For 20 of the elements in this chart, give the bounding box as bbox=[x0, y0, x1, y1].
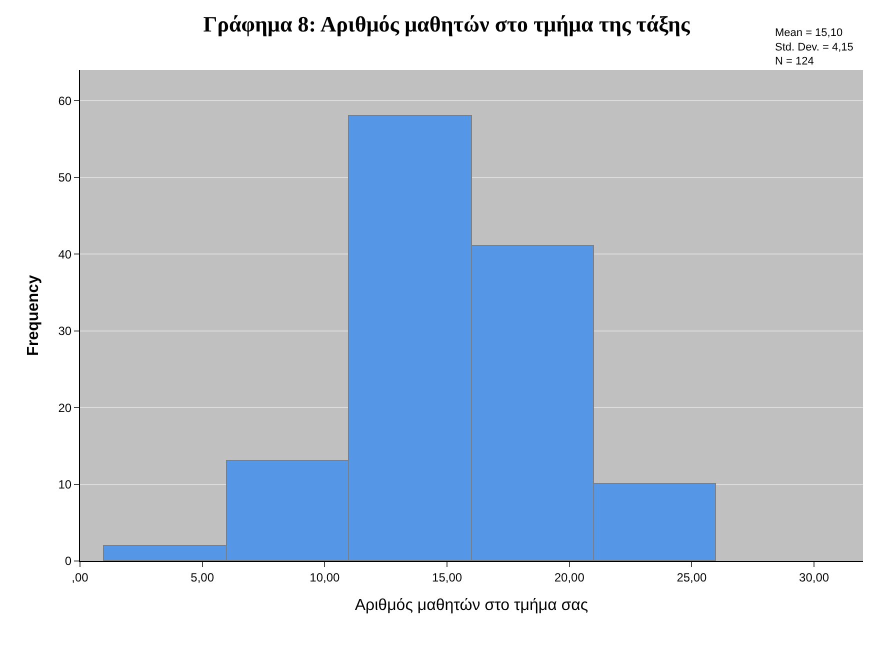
x-tick-label: 5,00 bbox=[190, 570, 214, 584]
x-tick-label: 10,00 bbox=[310, 570, 340, 584]
x-tick-label: 20,00 bbox=[554, 570, 585, 584]
y-tick-label: 0 bbox=[64, 554, 72, 568]
text: N = 124 bbox=[775, 56, 814, 68]
y-tick-label: 30 bbox=[58, 324, 72, 338]
chart-title: Γράφημα 8: Αριθμός μαθητών στο τμήμα της τάξης bbox=[203, 12, 690, 37]
x-tick-label: 30,00 bbox=[799, 570, 830, 584]
text: Std. Dev. = 4,15 bbox=[775, 41, 854, 54]
y-tick-label: 50 bbox=[58, 170, 72, 185]
y-tick-label: 10 bbox=[58, 477, 72, 492]
x-tick-label: ,00 bbox=[72, 570, 89, 584]
x-tick-label: 15,00 bbox=[432, 570, 462, 584]
x-axis-title: Αριθμός μαθητών στο τμήμα σας bbox=[354, 597, 588, 614]
y-axis-title: Frequency bbox=[25, 274, 42, 356]
y-tick-label: 60 bbox=[58, 94, 72, 108]
text: Mean = 15,10 bbox=[775, 27, 843, 39]
y-tick-label: 20 bbox=[58, 400, 72, 415]
y-tick-label: 40 bbox=[58, 247, 72, 262]
x-tick-label: 25,00 bbox=[676, 570, 708, 584]
